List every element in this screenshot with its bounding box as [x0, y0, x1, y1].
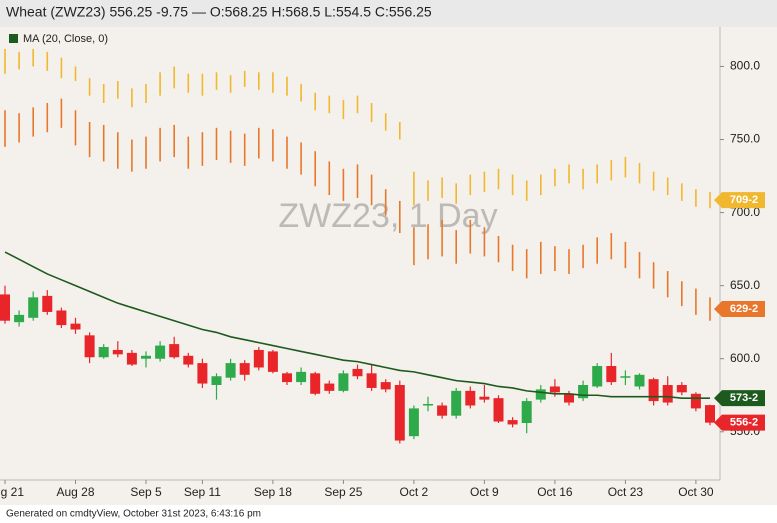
candle-body	[183, 355, 194, 365]
candle-body	[253, 349, 264, 368]
candle-body	[352, 368, 363, 377]
candle-body	[578, 385, 589, 399]
footer-bar	[0, 505, 777, 523]
ma-line	[4, 251, 710, 399]
candle-body	[592, 366, 603, 387]
x-tick-label: Aug 28	[56, 485, 94, 499]
candle-body	[437, 405, 448, 416]
candle-body	[408, 408, 419, 437]
plot-area	[0, 48, 715, 444]
candle-body	[14, 314, 25, 323]
candle-body	[70, 323, 81, 330]
x-tick-label: Oct 2	[400, 485, 429, 499]
candle-body	[338, 373, 349, 391]
price-tag	[714, 390, 765, 407]
candle-body	[465, 390, 476, 406]
candle-body	[267, 351, 278, 372]
candle-body	[239, 363, 250, 375]
candle-body	[141, 355, 151, 359]
x-tick-label: Sep 5	[130, 485, 162, 499]
candle-body	[197, 363, 208, 384]
candle-body	[42, 295, 53, 312]
candle-body	[521, 401, 532, 424]
x-tick-label: Aug 21	[0, 485, 24, 499]
candle-body	[126, 352, 137, 365]
candle-body	[310, 373, 321, 394]
y-tick-label: 800.0	[730, 59, 760, 73]
price-tag-label: 556-2	[730, 417, 758, 429]
candle-body	[535, 389, 546, 400]
header-bar	[0, 0, 777, 27]
candle-body	[690, 393, 701, 409]
candle-body	[380, 382, 391, 390]
candle-body	[507, 420, 518, 425]
candle-body	[423, 404, 433, 406]
x-tick-label: Oct 16	[537, 485, 573, 499]
candle-body	[451, 390, 462, 416]
price-tag	[714, 192, 765, 209]
candle-body	[28, 297, 39, 318]
candle-body	[549, 386, 560, 393]
candle-body	[0, 294, 10, 321]
x-tick-label: Sep 25	[324, 485, 362, 499]
candle-body	[296, 371, 307, 383]
candle-body	[112, 349, 123, 355]
candle-body	[564, 393, 574, 403]
candle-body	[98, 347, 109, 358]
candle-body	[620, 376, 631, 378]
candle-body	[282, 373, 292, 383]
price-tag	[714, 414, 765, 431]
candle-body	[676, 385, 687, 393]
x-tick-label: Oct 30	[678, 485, 714, 499]
legend-swatch	[9, 34, 18, 43]
candle-body	[394, 385, 405, 441]
price-tag-label: 709-2	[730, 194, 758, 206]
plot-background	[0, 27, 777, 505]
candle-body	[211, 376, 222, 386]
candle-body	[479, 396, 490, 400]
price-tag	[714, 301, 765, 318]
candle-body	[606, 366, 617, 383]
candle-body	[324, 383, 335, 391]
y-tick-label: 700.0	[730, 205, 760, 219]
candle-body	[155, 345, 166, 359]
x-tick-label: Oct 23	[608, 485, 644, 499]
footer: Generated on cmdtyView, October 31st 202…	[6, 509, 261, 520]
candle-body	[493, 398, 504, 422]
candle-body	[662, 385, 673, 403]
y-tick-label: 650.0	[730, 278, 760, 292]
legend-label: MA (20, Close, 0)	[23, 33, 108, 45]
price-tag-label: 573-2	[730, 392, 758, 404]
y-tick-label: 600.0	[730, 351, 760, 365]
candle-body	[648, 379, 659, 402]
candle-body	[84, 335, 95, 358]
watermark: ZWZ23, 1 Day	[278, 197, 497, 235]
candle-body	[705, 405, 715, 423]
y-tick-label: 750.0	[730, 132, 760, 146]
price-tag-label: 629-2	[730, 303, 758, 315]
candle-body	[225, 363, 236, 378]
chart-title: Wheat (ZWZ23) 556.25 -9.75 — O:568.25 H:…	[6, 4, 432, 20]
x-tick-label: Sep 11	[184, 485, 221, 499]
candle-body	[634, 374, 645, 387]
candle-body	[56, 310, 67, 326]
x-tick-label: Sep 18	[254, 485, 292, 499]
candle-body	[366, 373, 377, 388]
x-tick-label: Oct 9	[470, 485, 499, 499]
candle-body	[169, 344, 180, 358]
